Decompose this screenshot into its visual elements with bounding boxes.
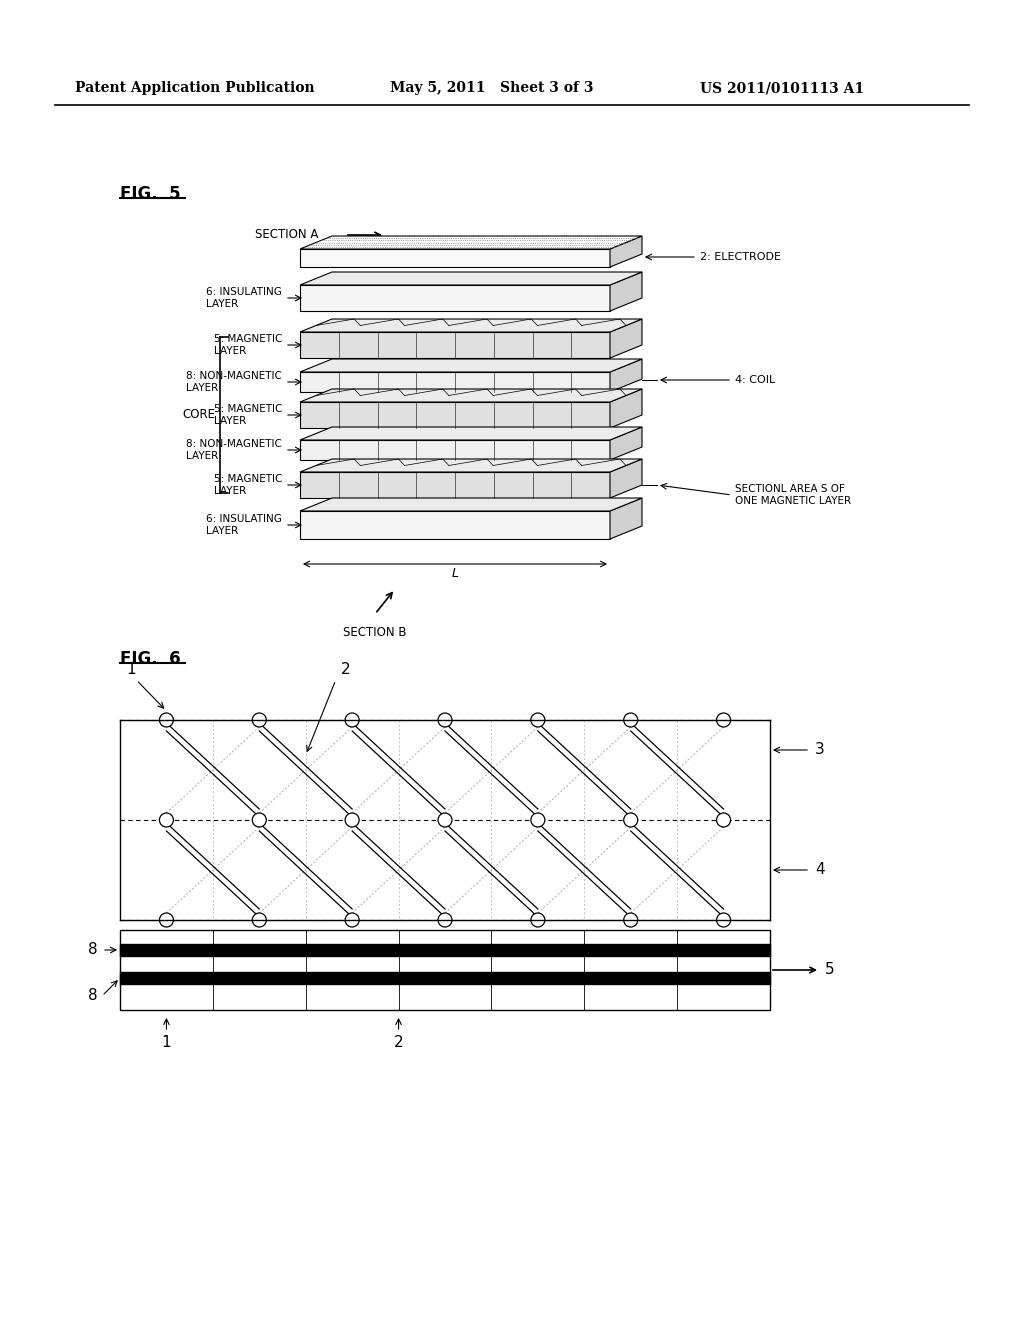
- Circle shape: [438, 813, 452, 828]
- Polygon shape: [300, 272, 642, 285]
- Text: 8: NON-MAGNETIC
LAYER: 8: NON-MAGNETIC LAYER: [186, 371, 282, 393]
- Polygon shape: [610, 426, 642, 459]
- Text: 8: 8: [88, 989, 98, 1003]
- Polygon shape: [300, 249, 610, 267]
- Circle shape: [624, 913, 638, 927]
- Text: 2: 2: [394, 1035, 403, 1049]
- Text: 6: INSULATING
LAYER: 6: INSULATING LAYER: [206, 515, 282, 536]
- Text: 5: MAGNETIC
LAYER: 5: MAGNETIC LAYER: [214, 334, 282, 356]
- Polygon shape: [300, 389, 642, 403]
- Text: 5: MAGNETIC
LAYER: 5: MAGNETIC LAYER: [214, 474, 282, 496]
- Circle shape: [530, 913, 545, 927]
- Polygon shape: [300, 319, 642, 333]
- Text: May 5, 2011   Sheet 3 of 3: May 5, 2011 Sheet 3 of 3: [390, 81, 594, 95]
- Polygon shape: [300, 473, 610, 498]
- Bar: [120, 931, 770, 1010]
- Text: US 2011/0101113 A1: US 2011/0101113 A1: [700, 81, 864, 95]
- Polygon shape: [610, 272, 642, 312]
- Circle shape: [717, 713, 730, 727]
- Polygon shape: [300, 498, 642, 511]
- Circle shape: [345, 713, 359, 727]
- Circle shape: [624, 813, 638, 828]
- Text: Patent Application Publication: Patent Application Publication: [75, 81, 314, 95]
- Polygon shape: [300, 359, 642, 372]
- Polygon shape: [300, 426, 642, 440]
- Polygon shape: [300, 440, 610, 459]
- Circle shape: [160, 813, 173, 828]
- Text: 8: NON-MAGNETIC
LAYER: 8: NON-MAGNETIC LAYER: [186, 440, 282, 461]
- Circle shape: [252, 913, 266, 927]
- Circle shape: [252, 813, 266, 828]
- Circle shape: [438, 713, 452, 727]
- Polygon shape: [610, 459, 642, 498]
- Circle shape: [530, 713, 545, 727]
- Circle shape: [717, 813, 730, 828]
- Text: FIG.  6: FIG. 6: [120, 649, 180, 668]
- Polygon shape: [300, 459, 642, 473]
- Polygon shape: [300, 285, 610, 312]
- Text: 6: INSULATING
LAYER: 6: INSULATING LAYER: [206, 288, 282, 309]
- Text: 2: ELECTRODE: 2: ELECTRODE: [700, 252, 781, 261]
- Polygon shape: [300, 403, 610, 428]
- Circle shape: [438, 913, 452, 927]
- Text: 8: 8: [88, 942, 98, 957]
- Text: CORE: CORE: [182, 408, 215, 421]
- Text: 1: 1: [162, 1035, 171, 1049]
- Text: 4: COIL: 4: COIL: [735, 375, 775, 385]
- Text: 5: MAGNETIC
LAYER: 5: MAGNETIC LAYER: [214, 404, 282, 426]
- Text: 5: 5: [825, 962, 835, 978]
- Circle shape: [160, 713, 173, 727]
- Circle shape: [160, 913, 173, 927]
- Polygon shape: [610, 498, 642, 539]
- Text: SECTION A: SECTION A: [255, 228, 318, 242]
- Circle shape: [345, 913, 359, 927]
- Polygon shape: [610, 319, 642, 358]
- Text: L: L: [452, 568, 459, 579]
- Text: FIG.  5: FIG. 5: [120, 185, 180, 203]
- Polygon shape: [300, 236, 642, 249]
- Circle shape: [717, 913, 730, 927]
- Text: 2: 2: [341, 663, 350, 677]
- Text: SECTIONL AREA S OF
ONE MAGNETIC LAYER: SECTIONL AREA S OF ONE MAGNETIC LAYER: [735, 484, 851, 506]
- Polygon shape: [300, 511, 610, 539]
- Text: 4: 4: [815, 862, 824, 878]
- Polygon shape: [610, 359, 642, 392]
- Text: SECTION B: SECTION B: [343, 626, 407, 639]
- Polygon shape: [300, 372, 610, 392]
- Circle shape: [345, 813, 359, 828]
- Polygon shape: [610, 389, 642, 428]
- Polygon shape: [610, 236, 642, 267]
- Circle shape: [530, 813, 545, 828]
- Text: 1: 1: [127, 663, 136, 677]
- Circle shape: [252, 713, 266, 727]
- Circle shape: [624, 713, 638, 727]
- Polygon shape: [300, 333, 610, 358]
- Text: 3: 3: [815, 742, 824, 758]
